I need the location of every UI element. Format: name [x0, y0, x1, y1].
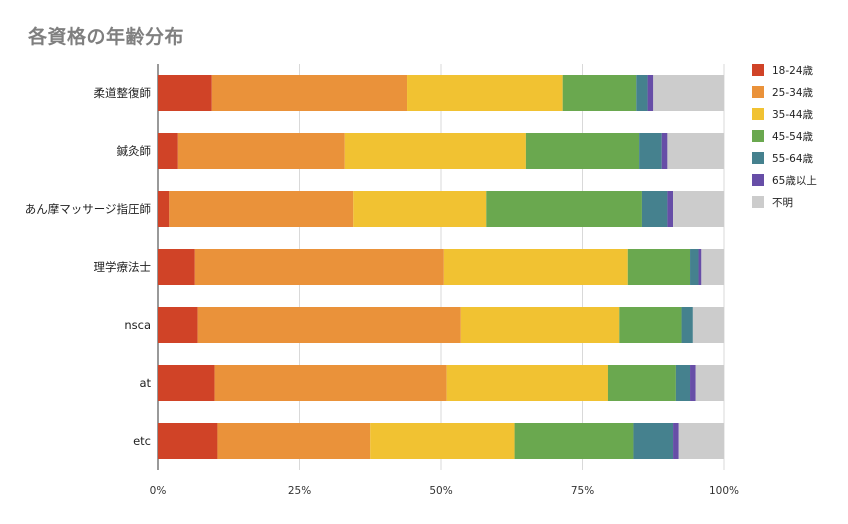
bar-segment: [158, 191, 170, 227]
category-label: at: [139, 376, 151, 390]
bar-segment: [690, 249, 699, 285]
bar-segment: [177, 133, 345, 169]
bar-segment: [641, 191, 668, 227]
bar-segment: [344, 133, 526, 169]
bar-segment: [627, 249, 691, 285]
legend-swatch: [752, 130, 764, 142]
bar-segment: [667, 133, 724, 169]
legend-swatch: [752, 64, 764, 76]
bar-segment: [695, 365, 724, 401]
bar-segment: [673, 191, 724, 227]
bar-segment: [370, 423, 515, 459]
legend-swatch: [752, 174, 764, 186]
x-tick-label: 75%: [571, 485, 594, 497]
bar-segment: [667, 191, 674, 227]
bar-segment: [633, 423, 674, 459]
bar-segment: [407, 75, 563, 111]
chart-title: 各資格の年齢分布: [28, 26, 185, 48]
bar-segment: [158, 249, 195, 285]
bar-segment: [562, 75, 637, 111]
bar-segment: [653, 75, 724, 111]
category-label: 柔道整復師: [94, 86, 152, 100]
bar-segment: [194, 249, 444, 285]
legend-label: 18-24歳: [772, 65, 814, 77]
bar-segment: [678, 423, 724, 459]
category-label: 鍼灸師: [117, 144, 152, 158]
bar-segment: [639, 133, 662, 169]
bar-segment: [158, 365, 215, 401]
x-tick-label: 25%: [288, 485, 311, 497]
bar-segment: [647, 75, 654, 111]
bar-segment: [460, 307, 620, 343]
legend-swatch: [752, 196, 764, 208]
bar-segment: [353, 191, 487, 227]
x-tick-label: 0%: [150, 485, 167, 497]
legend-swatch: [752, 108, 764, 120]
bar-segment: [217, 423, 371, 459]
bar-segment: [158, 133, 178, 169]
bar-segment: [158, 423, 218, 459]
bar-segment: [211, 75, 408, 111]
bar-segment: [158, 75, 212, 111]
legend-label: 不明: [772, 197, 793, 209]
bar-segment: [698, 249, 702, 285]
legend-label: 65歳以上: [772, 175, 817, 187]
bar-segment: [525, 133, 640, 169]
bar-segment: [486, 191, 642, 227]
category-label: 理学療法士: [94, 260, 152, 274]
bar-segment: [681, 307, 693, 343]
bar-segment: [197, 307, 461, 343]
legend-label: 45-54歳: [772, 131, 814, 143]
legend-swatch: [752, 152, 764, 164]
category-label: nsca: [124, 318, 151, 332]
bar-segment: [607, 365, 676, 401]
bar-segment: [692, 307, 724, 343]
bar-segment: [701, 249, 724, 285]
legend-swatch: [752, 86, 764, 98]
bar-segment: [636, 75, 648, 111]
bar-segment: [514, 423, 634, 459]
legend-label: 25-34歳: [772, 87, 814, 99]
category-label: etc: [133, 434, 151, 448]
bar-segment: [673, 423, 679, 459]
legend-label: 55-64歳: [772, 153, 814, 165]
bar-segment: [446, 365, 608, 401]
bar-segment: [169, 191, 354, 227]
bar-segment: [158, 307, 198, 343]
bar-segment: [690, 365, 696, 401]
bar-segment: [443, 249, 628, 285]
x-tick-label: 50%: [429, 485, 452, 497]
bar-segment: [661, 133, 668, 169]
bar-segment: [214, 365, 447, 401]
category-label: あん摩マッサージ指圧師: [25, 202, 151, 216]
legend-label: 35-44歳: [772, 109, 814, 121]
x-tick-label: 100%: [709, 485, 739, 497]
bar-segment: [619, 307, 682, 343]
bar-segment: [675, 365, 691, 401]
